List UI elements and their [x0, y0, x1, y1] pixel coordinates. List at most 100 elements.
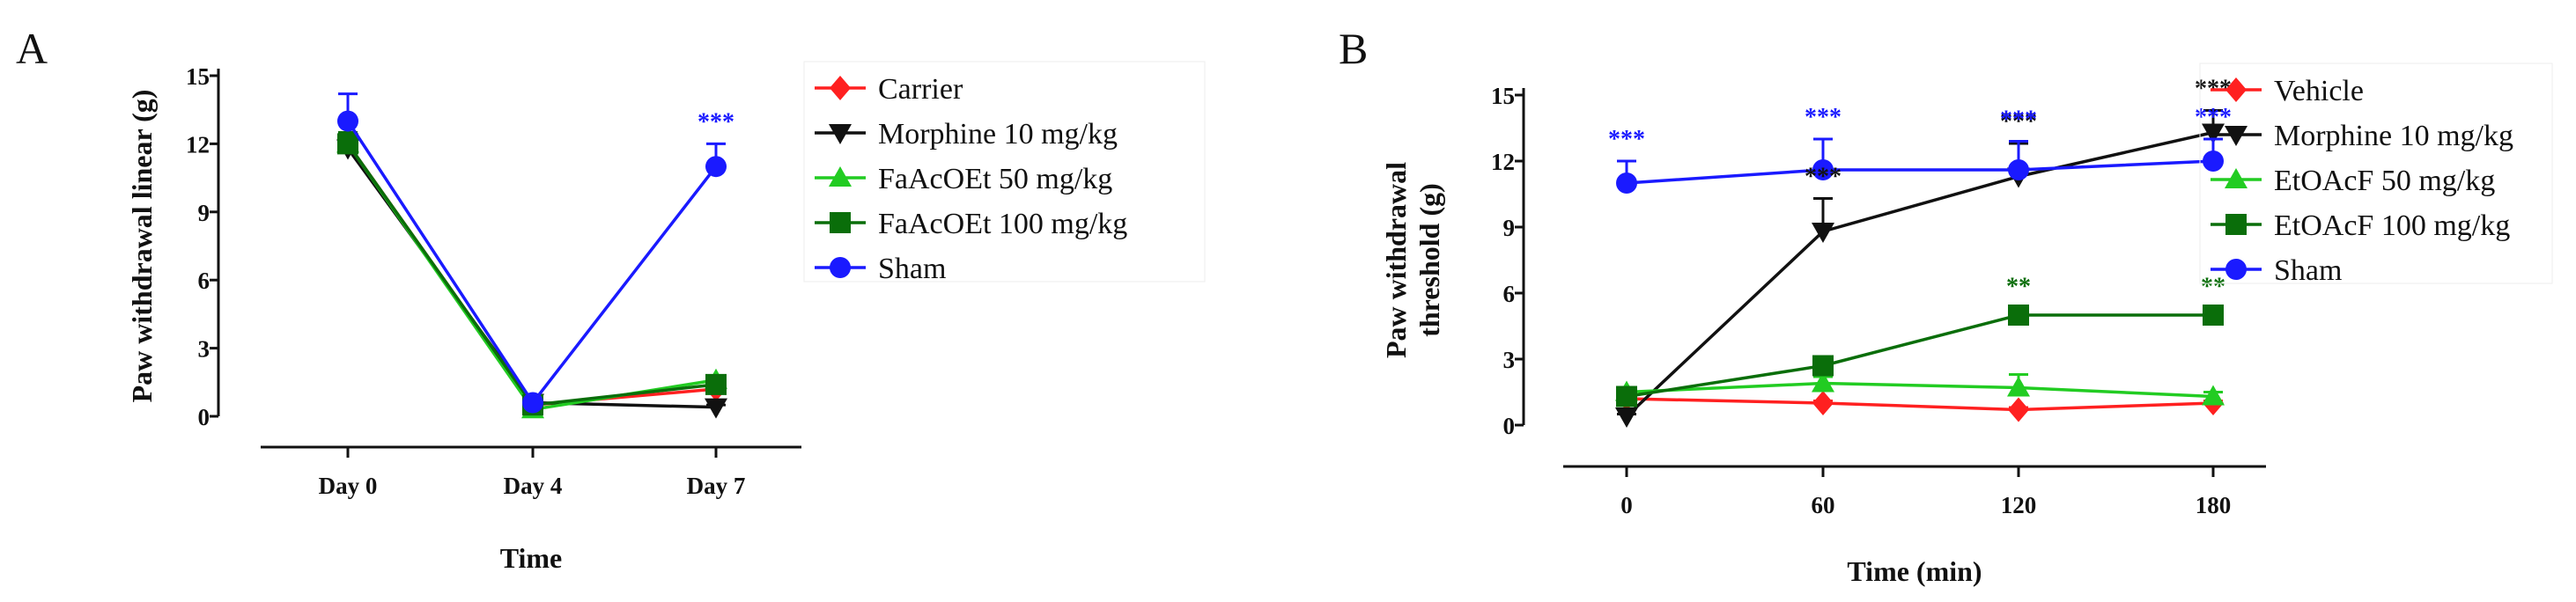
panel-b-x-tick-label: 120: [2001, 492, 2037, 518]
panel-b-series-morphine-10-mg-kg: [1615, 109, 2225, 428]
panel-a-data-point: [337, 133, 358, 155]
panel-b-significance-label: ***: [1805, 104, 1842, 131]
panel-b-legend-item-etoacf-100-mg-kg: EtOAcF 100 mg/kg: [2211, 209, 2510, 242]
panel-b-legend-label: Sham: [2274, 254, 2342, 287]
panel-a-legend-label: FaAcOEt 100 mg/kg: [878, 208, 1127, 240]
panel-a-series-line: [346, 143, 717, 412]
panel-b-legend-label: EtOAcF 100 mg/kg: [2274, 209, 2510, 242]
panel-b-legend-marker: [2225, 214, 2247, 235]
panel-a-legend-marker: [829, 124, 852, 144]
panel-a-legend-label: Morphine 10 mg/kg: [878, 118, 1118, 150]
panel-a-x-tick-label: Day 0: [319, 473, 378, 499]
panel-a-legend-label: FaAcOEt 50 mg/kg: [878, 163, 1112, 195]
panel-b-data-point: [2007, 376, 2030, 397]
panel-b-x-tick-label: 0: [1620, 492, 1633, 518]
panel-a-y-tick-label: 6: [198, 268, 210, 294]
panel-a-legend: Carrier Morphine 10 mg/kg FaAcOEt 50 mg/kg…: [803, 61, 1206, 285]
panel-a-data-point: [705, 398, 727, 419]
panel-a-series-morphine-10-mg-kg: [336, 137, 727, 419]
panel-a-x-tick-label: Day 7: [687, 473, 746, 499]
panel-b-series-line: [1626, 159, 2214, 185]
panel-b-y-axis-title-line: Paw withdrawal: [1380, 162, 1412, 358]
panel-b-data-point: [2008, 159, 2029, 180]
panel-b-y-tick-label: 0: [1503, 413, 1516, 439]
panel-letter-a: A: [16, 24, 48, 73]
panel-b-legend-item-morphine-10-mg-kg: Morphine 10 mg/kg: [2211, 120, 2513, 152]
panel-b-y-tick-label: 9: [1503, 215, 1516, 241]
panel-a-series-line: [346, 143, 717, 407]
panel-b-y-axis-title: Paw withdrawalthreshold (g): [1380, 162, 1445, 358]
panel-b-significance-label: ***: [1608, 126, 1645, 153]
panel-b-y-tick-label: 12: [1491, 149, 1515, 175]
panel-b-legend-marker: [2225, 126, 2248, 146]
panel-a-x-tick-label: Day 4: [504, 473, 563, 499]
panel-letter-b: B: [1339, 24, 1368, 73]
panel-b-data-point: [1616, 173, 1637, 194]
panel-b-legend-item-etoacf-50-mg-kg: EtOAcF 50 mg/kg: [2211, 165, 2495, 197]
panel-b-significance-label: ***: [2000, 108, 2037, 136]
panel-a-legend-label: Carrier: [878, 73, 963, 106]
panel-b-data-point: [1812, 223, 1834, 243]
panel-b-legend-item-sham: Sham: [2211, 254, 2342, 287]
panel-a-legend-label: Sham: [878, 253, 946, 285]
panel-a-y-axis-title: Paw withdrawal linear (g): [126, 90, 158, 403]
panel-a-legend-item-faacoet-100-mg-kg: FaAcOEt 100 mg/kg: [815, 208, 1127, 240]
panel-b-legend-marker: [2225, 77, 2247, 102]
panel-a-legend-item-carrier: Carrier: [815, 73, 963, 106]
panel-a-data-point: [705, 373, 727, 395]
panel-a-legend-frame: [803, 61, 1206, 283]
panel-a-legend-marker: [830, 257, 851, 278]
panel-a-legend-item-sham: Sham: [815, 253, 946, 285]
panel-a-y-tick-label: 3: [198, 336, 210, 363]
panel-b-legend-frame: [2199, 62, 2553, 284]
panel-a-significance-label: ***: [698, 108, 734, 136]
panel-a-y-tick-label: 15: [186, 63, 210, 90]
panel-a-series-line: [346, 143, 717, 407]
panel-b-legend-label: EtOAcF 50 mg/kg: [2274, 165, 2495, 197]
panel-a-legend-marker: [829, 166, 852, 187]
panel-b-series-line: [1625, 130, 2214, 418]
panel-b-data-point: [1812, 371, 1834, 393]
panel-b-legend-label: Morphine 10 mg/kg: [2274, 120, 2513, 152]
panel-b-legend-item-vehicle: Vehicle: [2211, 75, 2364, 107]
panel-a-data-point: [337, 110, 358, 132]
panel-a-data-point: [705, 156, 727, 178]
panel-a-legend-marker: [830, 76, 851, 100]
panel-b-x-tick-label: 60: [1812, 492, 1835, 518]
panel-b-series-line: [1626, 313, 2213, 399]
panel-b-data-point: [1812, 391, 1834, 415]
panel-b-y-tick-label: 6: [1503, 281, 1516, 307]
panel-b-y-axis-title-line: threshold (g): [1413, 183, 1445, 337]
panel-a-y-tick-label: 0: [198, 404, 210, 430]
panel-a-legend-item-faacoet-50-mg-kg: FaAcOEt 50 mg/kg: [815, 163, 1112, 195]
panel-b-data-point: [1812, 355, 1834, 377]
panel-a-series-line: [346, 120, 718, 405]
panel-a-series-faacoet-100-mg-kg: [337, 131, 727, 416]
panel-b-significance-label: ***: [1805, 164, 1842, 191]
chart-panel-b: 0 3 6 9 12 15 0 60 120 180 Time (min) Paw withdrawa…: [1380, 62, 2553, 587]
panel-a-series-faacoet-50-mg-kg: [336, 132, 727, 419]
panel-b-series-line: [1626, 381, 2214, 399]
panel-b-series-sham: [1616, 137, 2224, 194]
panel-b-legend-marker: [2225, 168, 2248, 188]
panel-b-significance-label: **: [2201, 274, 2225, 301]
panel-a-series-sham: [337, 92, 727, 414]
panel-b-data-point: [2008, 305, 2029, 326]
chart-panel-a: 0 3 6 9 12 15 Day 0 Day 4 Day 7 Time Paw withdrawa…: [126, 61, 1206, 574]
panel-b-data-point: [2202, 385, 2225, 406]
panel-b-data-point: [2203, 305, 2224, 326]
panel-b-y-tick-label: 15: [1491, 83, 1515, 109]
panel-b-data-point: [2008, 397, 2029, 422]
panel-a-y-tick-label: 12: [186, 131, 210, 158]
panel-b-significance-label: **: [2006, 274, 2031, 301]
panel-a-legend-item-morphine-10-mg-kg: Morphine 10 mg/kg: [815, 118, 1118, 150]
panel-b-significance-label: ***: [2000, 106, 2037, 134]
panel-b-data-point: [1616, 385, 1637, 407]
panel-b-series-line: [1626, 397, 2214, 412]
panel-b-legend-label: Vehicle: [2274, 75, 2364, 107]
panel-a-series-carrier: [337, 131, 727, 418]
panel-b-x-axis-title: Time (min): [1847, 555, 1982, 587]
panel-b-legend: Vehicle Morphine 10 mg/kg EtOAcF 50 mg/kg E…: [2199, 62, 2553, 287]
panel-a-y-tick-label: 9: [198, 200, 210, 226]
